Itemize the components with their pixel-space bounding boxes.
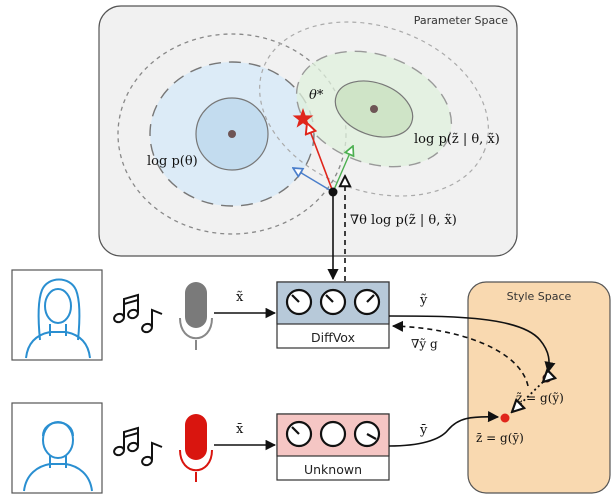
likelihood-mean-dot <box>370 105 378 113</box>
x-bar-bottom-label: x̄ <box>236 422 244 437</box>
style-distance-arrow <box>512 382 543 412</box>
theta-star-label: θ* <box>309 88 324 103</box>
style-space-panel: Style Space z̃ = g(ỹ) z̄ = g(ȳ) <box>467 281 611 494</box>
y-bar-arrow <box>388 411 500 447</box>
parameter-space-title: Parameter Space <box>414 14 508 27</box>
unknown-label: Unknown <box>304 462 362 477</box>
knob-icon <box>353 288 381 316</box>
bottom-person-icon <box>11 402 103 494</box>
knob-icon <box>285 288 313 316</box>
knob-icon <box>285 420 313 448</box>
style-space-title: Style Space <box>507 290 572 303</box>
star-icon <box>292 108 314 128</box>
likelihood-label: log p(z̃ | θ, x̃) <box>414 132 500 147</box>
update-arrow <box>307 123 334 193</box>
y-bar-label: ȳ <box>419 423 428 438</box>
diffvox-label: DiffVox <box>311 330 355 345</box>
prior-distribution <box>117 33 347 235</box>
x-tilde-top-label: x̃ <box>236 290 244 305</box>
gradient-y-label: ∇ỹ g <box>411 337 438 351</box>
theta-dot <box>328 187 338 197</box>
prior-gradient-arrow <box>293 168 334 193</box>
music-notes-icon <box>113 293 163 334</box>
gradient-theta-label: ∇θ log p(z̃ | θ, x̃) <box>350 213 457 228</box>
gradient-y-arrow <box>391 320 529 387</box>
prior-mean-dot <box>228 130 236 138</box>
knob-icon <box>319 420 347 448</box>
z-tilde-dot <box>542 373 552 383</box>
likelihood-gradient-arrow <box>332 146 353 193</box>
knob-icon <box>319 288 347 316</box>
parameter-space-panel: Parameter Space θ* log p(θ) log p(z̃ | θ… <box>98 5 518 257</box>
y-tilde-arrow <box>388 315 556 374</box>
top-person-icon <box>11 269 103 361</box>
prior-label: log p(θ) <box>147 154 198 169</box>
z-tilde-label: z̃ = g(ỹ) <box>516 391 564 405</box>
music-notes-icon <box>113 426 163 467</box>
unknown-module: Unknown <box>276 413 390 481</box>
microphone-icon <box>179 414 213 482</box>
z-bar-dot <box>500 413 510 423</box>
y-tilde-label: ỹ <box>419 293 428 308</box>
knob-icon <box>353 420 381 448</box>
diffvox-module: DiffVox <box>276 281 390 349</box>
likelihood-distribution <box>259 21 489 197</box>
z-bar-label: z̄ = g(ȳ) <box>476 431 524 445</box>
microphone-icon <box>179 282 213 350</box>
